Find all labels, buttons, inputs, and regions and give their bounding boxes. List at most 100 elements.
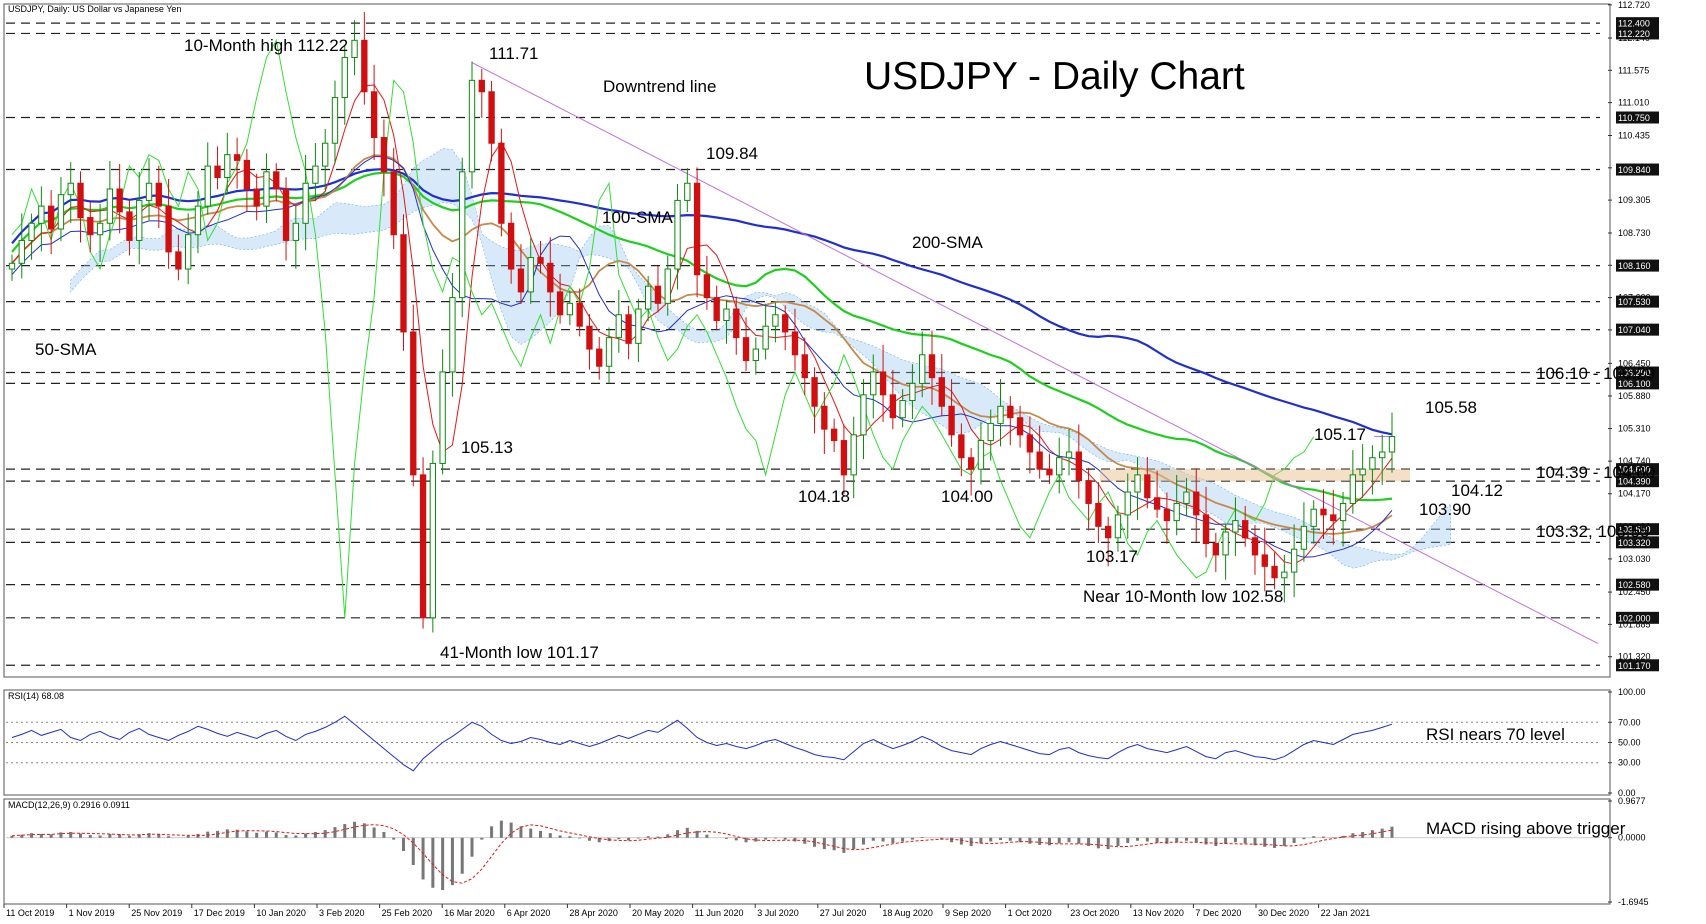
level-tag [1616, 377, 1659, 390]
y-tick-label: 101.320 [1618, 652, 1651, 662]
y-tick-label: 112.720 [1618, 0, 1650, 10]
candle-body [762, 325, 769, 350]
candle-body [224, 154, 231, 179]
candle-body [684, 182, 691, 201]
candle-body [194, 205, 202, 236]
candle-body [77, 182, 84, 219]
candle-body [67, 182, 74, 196]
candle-body [811, 377, 818, 407]
annotation-106-10-106-29: 106.10 - 106.29 [1536, 364, 1655, 383]
candle-body [28, 222, 35, 241]
annotation-41-month-low: 41-Month low 101.17 [440, 643, 599, 662]
macd-histogram-and-signal [6, 820, 1600, 891]
x-tick-label: 17 Dec 2019 [194, 908, 245, 918]
candle-body [429, 462, 437, 619]
candle-body [1007, 405, 1014, 419]
rsi-polyline [11, 715, 1393, 772]
rsi-line [11, 715, 1393, 772]
candle-body [547, 262, 554, 293]
candle-body [87, 217, 94, 236]
candle-body [8, 262, 16, 270]
level-tag [1616, 295, 1659, 308]
y-tick-label: 111.575 [1618, 65, 1649, 75]
candle-body [821, 405, 828, 430]
x-tick-label: 7 Dec 2020 [1195, 908, 1241, 918]
candle-body [488, 91, 495, 144]
x-tick-label: 25 Nov 2019 [131, 908, 182, 918]
macd-y-tick-label: 0.0000 [1618, 833, 1646, 843]
level-tag [1616, 259, 1659, 272]
candle-body [1300, 525, 1308, 550]
candle-body [537, 257, 544, 264]
candle-body [341, 56, 348, 98]
x-tick-label: 16 Mar 2020 [444, 908, 495, 918]
annotation-near-10-month-low: Near 10-Month low 102.58 [1083, 587, 1283, 606]
candle-body [1095, 502, 1102, 527]
rsi-y-tick-label: 50.00 [1618, 738, 1641, 748]
candle-body [1242, 520, 1249, 539]
annotation-105-13: 105.13 [461, 438, 513, 457]
y-tick-label: 104.740 [1618, 456, 1651, 466]
annotation-10-month-high: 10-Month high 112.22 [184, 36, 348, 55]
candle-body [644, 285, 652, 310]
candle-body [459, 171, 466, 299]
candle-body [997, 405, 1004, 424]
candle-body [47, 205, 55, 230]
candle-body [1124, 491, 1131, 516]
candle-body [106, 188, 114, 224]
candle-body [1026, 434, 1034, 453]
candle-body [302, 182, 309, 224]
candle-body [1153, 497, 1161, 510]
candle-body [1144, 474, 1151, 499]
y-tick-label: 109.305 [1618, 195, 1651, 205]
macd-annotation: MACD rising above trigger [1426, 819, 1626, 838]
candle-body [38, 205, 45, 224]
candle-body [801, 354, 808, 379]
level-tag [1616, 17, 1659, 30]
candle-body [1281, 571, 1288, 579]
annotation-109-84: 109.84 [706, 144, 758, 163]
level-tag [1616, 163, 1659, 176]
rsi-annotation: RSI nears 70 level [1426, 725, 1565, 744]
100-sma-line [11, 171, 1393, 502]
candle-body [419, 474, 427, 619]
candle-body [126, 211, 133, 241]
candle-body [1232, 520, 1239, 533]
level-tag [1616, 111, 1659, 124]
moving-averages [11, 38, 1599, 644]
candle-body [635, 308, 642, 344]
candle-body [410, 331, 417, 476]
x-tick-label: 3 Jul 2020 [757, 908, 799, 918]
annotation-105-17: 105.17 [1314, 425, 1366, 444]
candle-body [1173, 502, 1180, 522]
candle-body [390, 171, 397, 236]
level-label: 102.000 [1618, 613, 1651, 623]
level-tag [1616, 323, 1659, 336]
candle-body [928, 354, 936, 379]
level-tag [1616, 611, 1659, 624]
support-zone [1100, 469, 1410, 482]
annotation-103-32-103-55: 103.32, 103.55 [1536, 522, 1649, 541]
candle-body [361, 39, 368, 93]
macd-y-tick-label: -1.6945 [1618, 897, 1649, 907]
candle-body [1085, 480, 1092, 504]
x-tick-label: 6 Apr 2020 [507, 908, 551, 918]
annotation-104-00: 104.00 [941, 487, 993, 506]
y-tick-label: 110.435 [1618, 131, 1650, 141]
candle-body [57, 194, 65, 230]
candle-body [1104, 525, 1112, 539]
candle-body [615, 314, 622, 339]
rsi-levels [6, 721, 1600, 764]
candle-body [909, 382, 916, 402]
macd-signal-line [11, 824, 1393, 884]
candle-body [733, 308, 740, 339]
chart-title: USDJPY - Daily Chart [864, 55, 1245, 98]
y-tick-label: 101.885 [1618, 619, 1651, 629]
level-label: 104.390 [1618, 477, 1651, 487]
macd-panel-frame [3, 798, 1611, 905]
annotation-downtrend-line: Downtrend line [603, 77, 716, 96]
y-tick-label: 105.880 [1618, 391, 1651, 401]
candle-body [233, 154, 241, 161]
candle-body [664, 268, 671, 304]
